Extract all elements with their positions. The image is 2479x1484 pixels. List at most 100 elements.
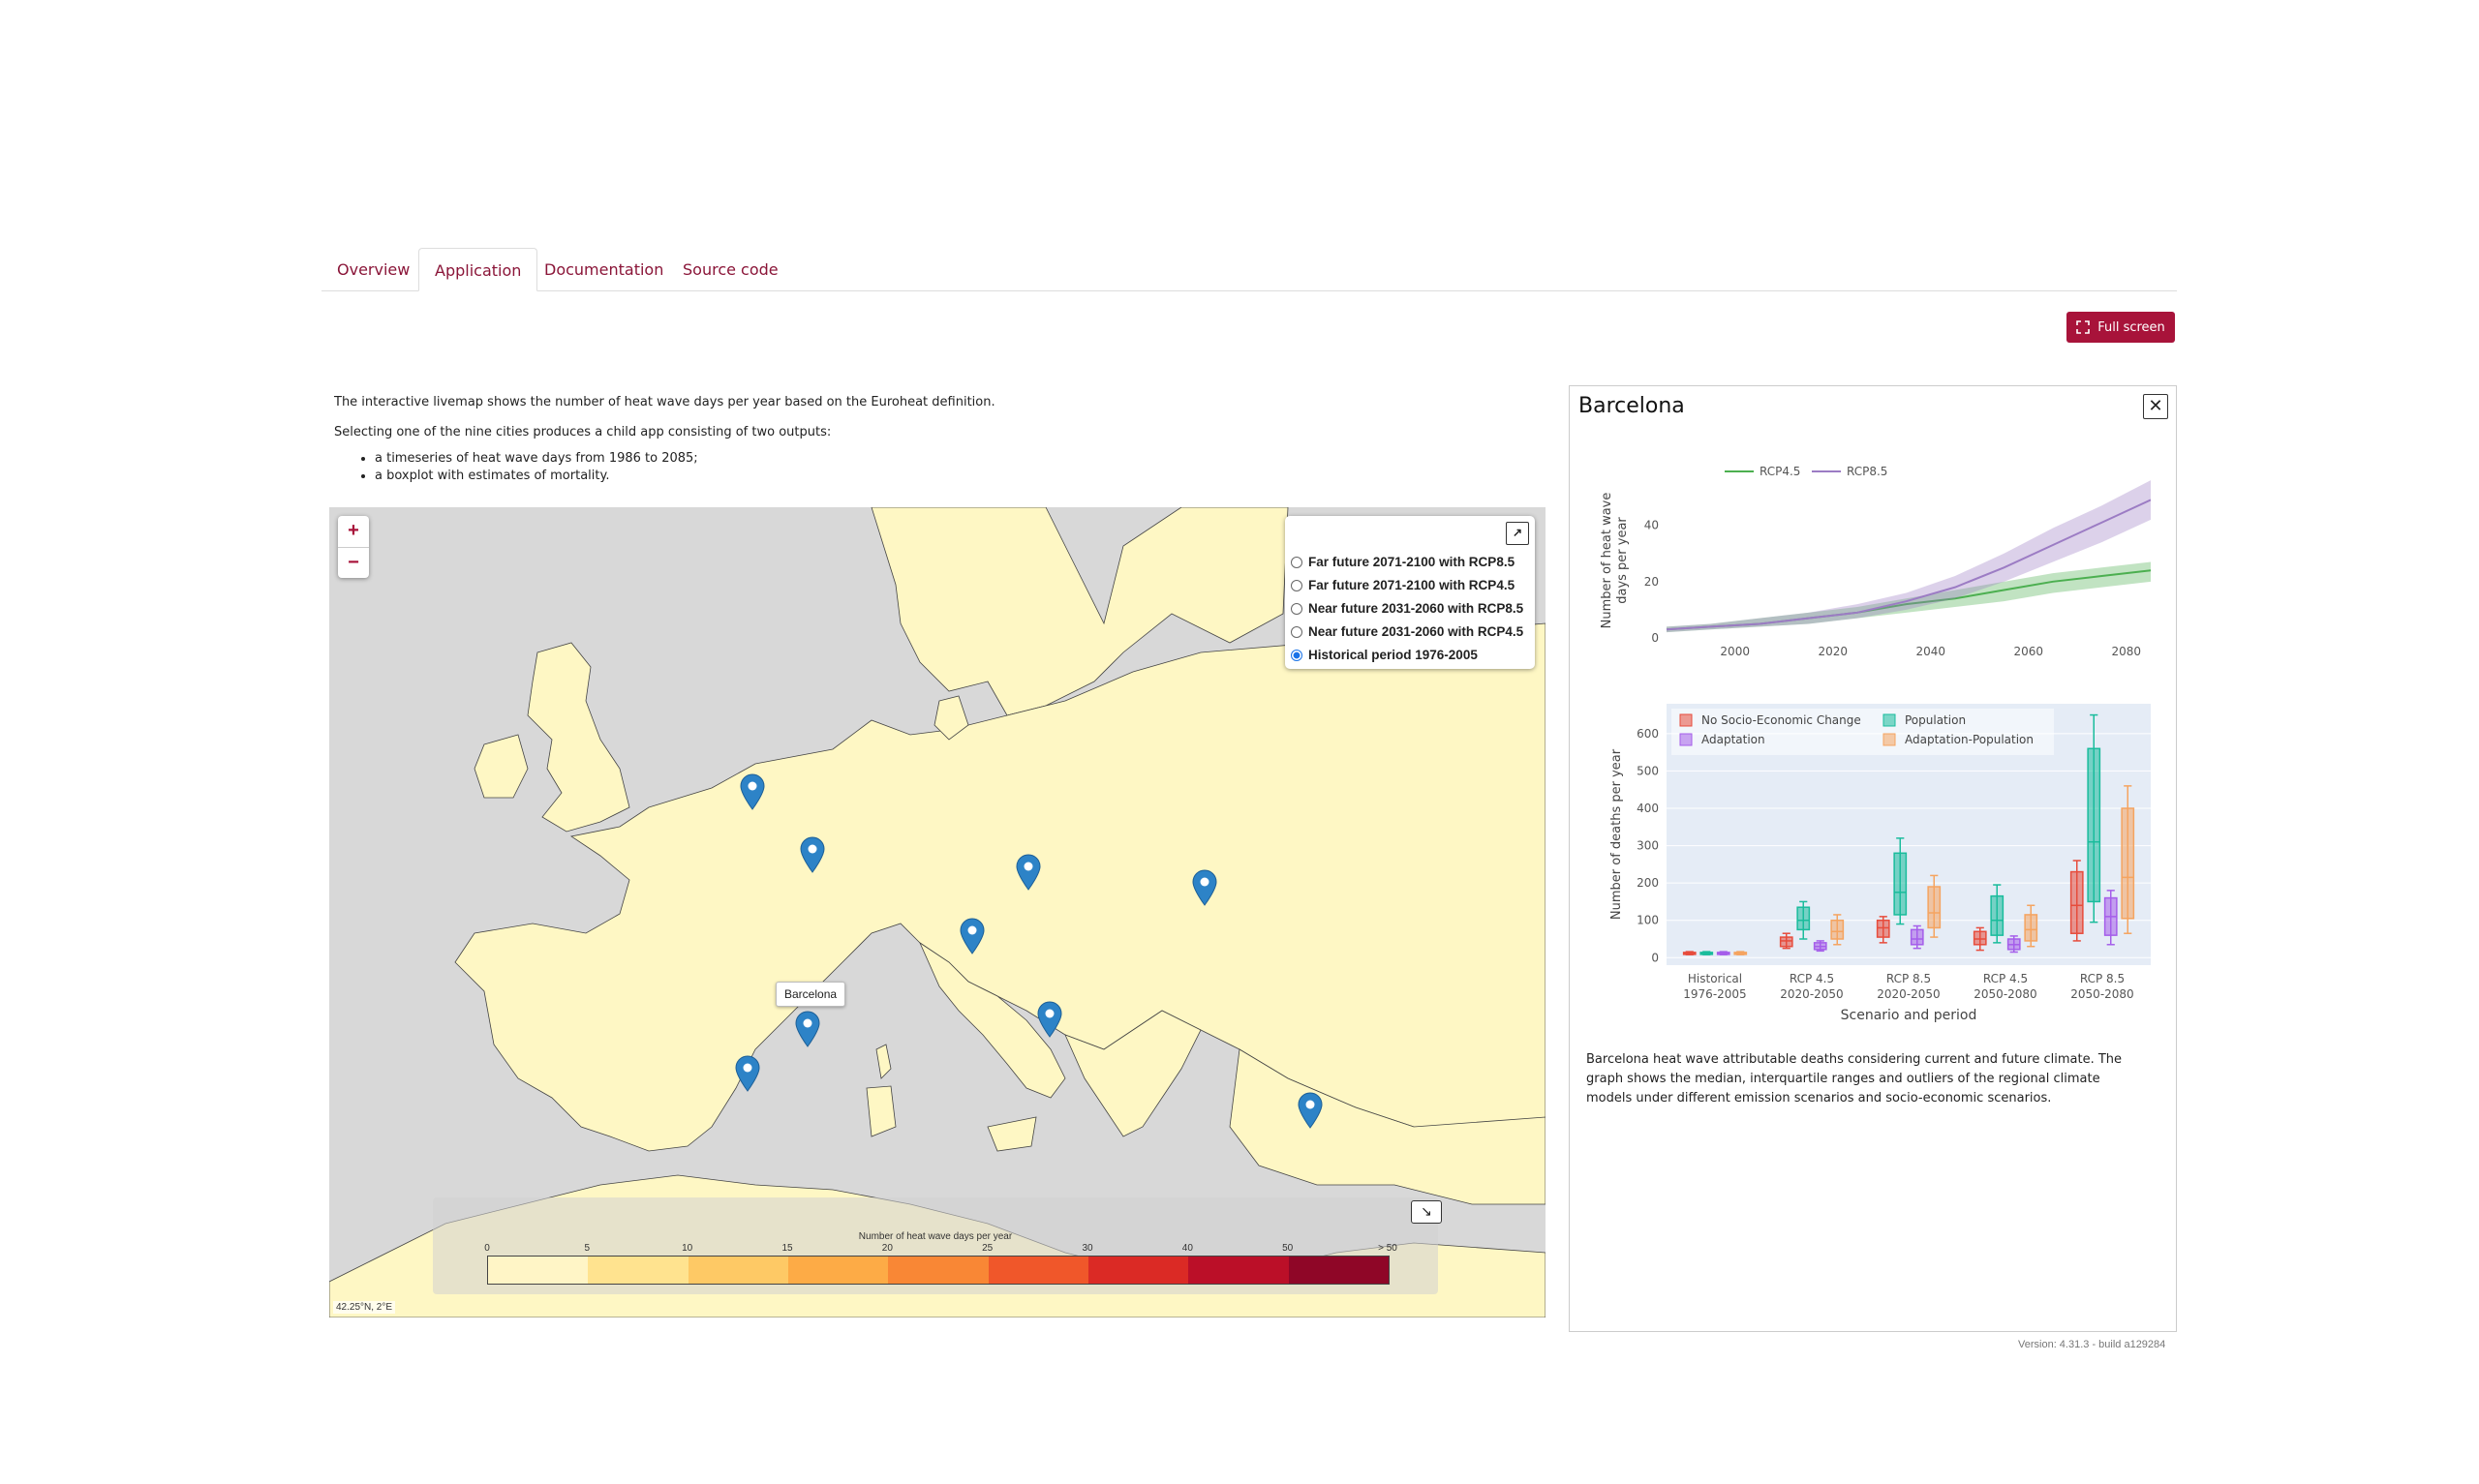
layer-control: ↗ Far future 2071-2100 with RCP8.5 Far f… [1285, 516, 1535, 669]
legend-label: RCP8.5 [1847, 465, 1887, 478]
legend-swatch [588, 1257, 689, 1284]
intro-line-1: The interactive livemap shows the number… [334, 395, 995, 409]
layer-label: Near future 2031-2060 with RCP8.5 [1308, 601, 1524, 616]
collapse-icon[interactable]: ↗ [1506, 522, 1529, 545]
city-marker-frankfurt[interactable] [1016, 854, 1041, 891]
fullscreen-button[interactable]: Full screen [2066, 312, 2175, 343]
city-marker-milan[interactable] [960, 918, 985, 954]
radio-button[interactable] [1291, 556, 1302, 568]
heatwave-map[interactable]: + − ↗ Far future 2071-2100 with RCP8.5 F… [329, 507, 1546, 1317]
legend-tick-label: 5 [584, 1243, 591, 1254]
collapse-legend-icon[interactable]: ↘ [1411, 1200, 1442, 1224]
series-line [1666, 499, 2151, 631]
legend-tick-label: 50 [1282, 1243, 1294, 1254]
legend-tick-label: 10 [682, 1243, 693, 1254]
x-tick-label: 2040 [1915, 645, 1945, 657]
city-marker-budapest[interactable] [1192, 869, 1217, 906]
city-marker-rome[interactable] [1037, 1001, 1062, 1038]
box [1779, 936, 1793, 948]
tab-documentation[interactable]: Documentation [544, 260, 664, 279]
radio-button[interactable] [1291, 579, 1302, 591]
zoom-out-button[interactable]: − [348, 552, 359, 573]
layer-label: Far future 2071-2100 with RCP4.5 [1308, 578, 1515, 592]
x-tick-label: 2060 [2013, 645, 2043, 657]
legend-tick-label: > 50 [1378, 1243, 1397, 1254]
land-scandinavia [871, 507, 1289, 716]
y-tick-label: 600 [1637, 727, 1659, 741]
x-axis-title: Scenario and period [1841, 1008, 1977, 1023]
intro-bullet: a timeseries of heat wave days from 1986… [375, 451, 995, 466]
legend-tick-label: 30 [1082, 1243, 1093, 1254]
y-tick-label: 0 [1651, 631, 1659, 645]
city-marker-london[interactable] [740, 773, 765, 810]
y-tick-label: 40 [1644, 519, 1659, 532]
y-axis-title: Number of deaths per year [1609, 748, 1624, 920]
intro-text: The interactive livemap shows the number… [334, 395, 995, 486]
radio-button[interactable] [1291, 602, 1302, 615]
radio-button-selected[interactable] [1291, 649, 1302, 661]
x-tick-label: RCP 8.5 2050-2080 [2070, 972, 2133, 1001]
fullscreen-label: Full screen [2097, 319, 2165, 335]
close-icon[interactable]: ✕ [2143, 394, 2168, 419]
legend-tick-label: 15 [781, 1243, 793, 1254]
land-turkey [1229, 1048, 1546, 1205]
legend-title: Number of heat wave days per year [858, 1231, 1013, 1242]
box [1830, 919, 1845, 940]
land-sardinia [866, 1085, 897, 1137]
intro-bullets: a timeseries of heat wave days from 1986… [334, 451, 995, 483]
zoom-in-button[interactable]: + [338, 516, 369, 548]
legend-tick-label: 20 [881, 1243, 893, 1254]
fullscreen-icon [2076, 320, 2091, 334]
land-balkans [1064, 1010, 1202, 1137]
legend-label: Adaptation [1701, 733, 1765, 746]
y-tick-label: 200 [1637, 876, 1659, 890]
version-label: Version: 4.31.3 - build a129284 [2018, 1339, 2166, 1350]
city-marker-valencia[interactable] [735, 1055, 760, 1092]
radio-button[interactable] [1291, 625, 1302, 638]
intro-line-2: Selecting one of the nine cities produce… [334, 425, 832, 439]
box [1973, 930, 1987, 946]
legend-swatch [1288, 1257, 1389, 1284]
box [1990, 894, 2005, 936]
layer-option[interactable]: Near future 2031-2060 with RCP4.5 [1291, 624, 1523, 639]
y-tick-label: 20 [1644, 575, 1659, 589]
legend-background [1671, 709, 2054, 755]
box [2069, 870, 2084, 934]
x-tick-label: RCP 4.5 2020-2050 [1780, 972, 1843, 1001]
x-tick-label: 2080 [2111, 645, 2141, 657]
box [1910, 928, 1924, 946]
city-marker-athens[interactable] [1298, 1092, 1323, 1129]
city-marker-paris[interactable] [800, 836, 825, 873]
legend-label: Adaptation-Population [1905, 733, 2034, 746]
series-band [1667, 561, 2151, 633]
series-band [1667, 480, 2151, 633]
legend-tick-label: 40 [1181, 1243, 1193, 1254]
legend-swatch [1882, 713, 1896, 727]
legend-swatch [488, 1257, 589, 1284]
tab-application[interactable]: Application [418, 248, 538, 291]
legend-swatch [1679, 713, 1693, 727]
city-panel: Barcelona ✕ RCP4.5 RCP8.5 0 20 40 2000 2020 204… [1569, 385, 2177, 1332]
y-tick-label: 300 [1637, 839, 1659, 853]
layer-option[interactable]: Historical period 1976-2005 [1291, 648, 1478, 662]
legend-swatch [1188, 1257, 1289, 1284]
box [1893, 852, 1908, 916]
layer-option[interactable]: Far future 2071-2100 with RCP8.5 [1291, 555, 1515, 569]
city-marker-barcelona[interactable] [795, 1011, 820, 1047]
layer-label: Near future 2031-2060 with RCP4.5 [1308, 624, 1524, 639]
box [2087, 747, 2101, 903]
x-tick-label: Historical 1976-2005 [1683, 972, 1746, 1001]
city-tooltip: Barcelona [776, 982, 846, 1007]
layer-option[interactable]: Far future 2071-2100 with RCP4.5 [1291, 578, 1515, 592]
layer-option[interactable]: Near future 2031-2060 with RCP8.5 [1291, 601, 1523, 616]
y-tick-label: 100 [1637, 914, 1659, 927]
mortality-boxplot: 0 100 200 300 400 500 600 No Socio-Economic Cha… [1609, 704, 2151, 1023]
legend-swatch [1087, 1257, 1189, 1284]
land-ireland [474, 734, 529, 799]
tab-source-code[interactable]: Source code [683, 260, 779, 279]
land-sicily [987, 1116, 1037, 1152]
x-tick-label: 2000 [1720, 645, 1750, 657]
timeseries-chart: RCP4.5RCP8.50204020002020204020602080Yea… [1600, 465, 2151, 657]
x-tick-label: 2020 [1818, 645, 1848, 657]
tab-overview[interactable]: Overview [337, 260, 411, 279]
